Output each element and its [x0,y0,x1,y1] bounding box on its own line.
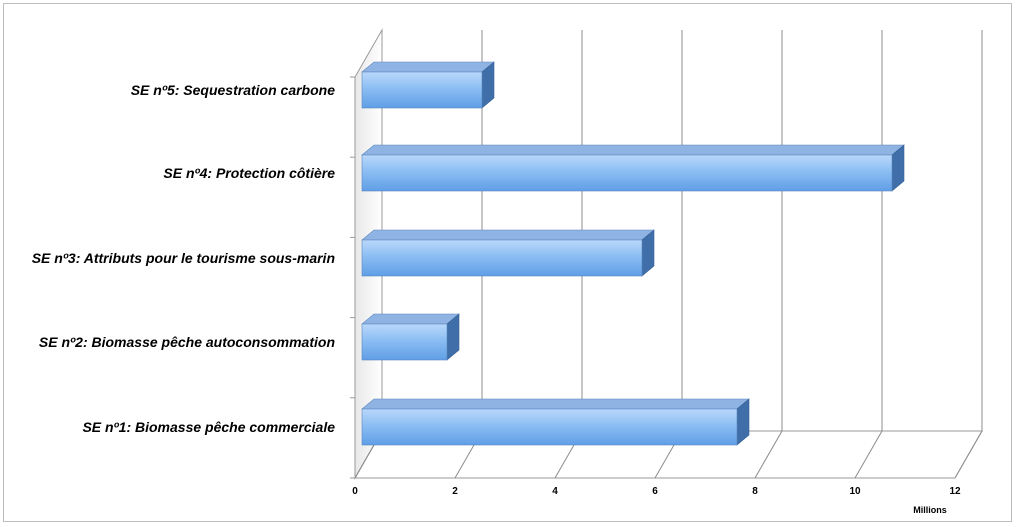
x-unit-label: Millions [913,505,947,515]
x-tick-label: 10 [849,486,861,497]
bar-top [361,313,460,325]
bar-top [361,229,655,241]
category-label: SE nº1: Biomasse pêche commerciale [82,419,335,435]
x-tick-label: 0 [352,486,358,497]
bar [361,323,448,361]
bar [361,154,893,192]
gridlines [350,30,983,479]
bar-top [361,144,905,156]
bar-top [361,61,495,73]
floor-gridline [954,430,983,479]
category-label: SE nº2: Biomasse pêche autoconsommation [39,334,335,350]
x-tick-label: 12 [949,486,961,497]
x-tick-label: 8 [752,486,758,497]
category-label: SE nº4: Protection côtière [163,165,335,181]
category-label: SE nº5: Sequestration carbone [131,82,335,98]
x-tick-label: 2 [452,486,458,497]
x-tick-label: 4 [552,486,558,497]
bar [361,239,643,277]
bar-top [361,398,750,410]
bar [361,71,483,109]
bars [361,61,905,446]
category-labels: SE nº1: Biomasse pêche commerciale SE nº2… [32,82,336,435]
floor-gridline [754,430,783,479]
category-label: SE nº3: Attributs pour le tourisme sous-… [32,250,335,266]
bar [361,408,738,446]
floor-gridline [854,430,883,479]
x-tick-label: 6 [652,486,658,497]
x-tick-labels: 0 2 4 6 8 10 12 [352,486,961,497]
